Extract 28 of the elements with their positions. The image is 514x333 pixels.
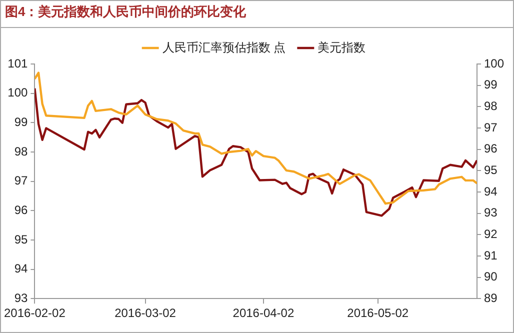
y2-tick-label: 90 xyxy=(484,270,498,284)
x-tick-label: 2016-04-02 xyxy=(232,306,294,320)
y-tick-label: 97 xyxy=(14,174,28,188)
x-tick-label: 2016-03-02 xyxy=(114,306,176,320)
y-tick-label: 96 xyxy=(14,202,28,217)
y2-tick-label: 99 xyxy=(484,78,498,92)
y2-tick-label: 94 xyxy=(484,184,498,198)
y2-tick-label: 95 xyxy=(484,162,498,177)
y2-tick-label: 96 xyxy=(484,142,498,156)
y2-tick-label: 89 xyxy=(484,290,498,305)
x-tick-label: 2016-05-02 xyxy=(347,306,409,320)
y-tick-label: 100 xyxy=(8,86,28,100)
x-tick-label: 2016-02-02 xyxy=(4,306,66,320)
chart-title: 图4：美元指数和人民币中间价的环比变化 xyxy=(1,1,513,28)
y2-tick-label: 100 xyxy=(484,56,504,70)
legend-label: 美元指数 xyxy=(318,40,366,54)
y2-tick-label: 97 xyxy=(484,120,498,134)
y2-tick-label: 98 xyxy=(484,98,498,113)
y-tick-label: 99 xyxy=(14,114,28,129)
y2-tick-label: 91 xyxy=(484,248,498,262)
y-tick-label: 94 xyxy=(14,262,28,276)
y-tick-label: 101 xyxy=(8,56,28,70)
y-tick-label: 95 xyxy=(14,232,28,246)
legend-label: 人民币汇率预估指数 点 xyxy=(162,40,286,54)
y-tick-label: 93 xyxy=(14,290,28,305)
y2-tick-label: 92 xyxy=(484,226,498,241)
y2-tick-label: 93 xyxy=(484,206,498,220)
y-tick-label: 98 xyxy=(14,144,28,158)
